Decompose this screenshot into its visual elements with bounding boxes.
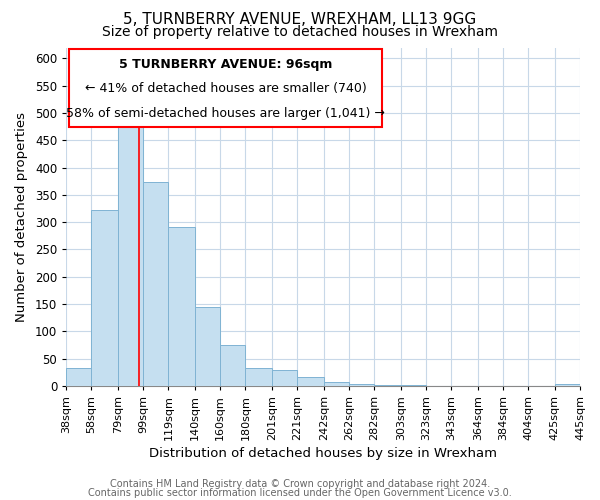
- Bar: [118, 122, 143, 386]
- X-axis label: Distribution of detached houses by size in Wrexham: Distribution of detached houses by size …: [149, 447, 497, 460]
- Bar: [195, 307, 220, 386]
- Text: 58% of semi-detached houses are larger (1,041) →: 58% of semi-detached houses are larger (…: [66, 106, 385, 120]
- Bar: [169, 226, 195, 386]
- Bar: [324, 382, 349, 386]
- Bar: [349, 384, 374, 386]
- Bar: [297, 376, 324, 386]
- Bar: [66, 368, 91, 386]
- Bar: [245, 368, 272, 386]
- Y-axis label: Number of detached properties: Number of detached properties: [15, 112, 28, 322]
- Bar: [555, 384, 580, 386]
- Text: Size of property relative to detached houses in Wrexham: Size of property relative to detached ho…: [102, 25, 498, 39]
- Bar: [143, 182, 169, 386]
- Text: Contains HM Land Registry data © Crown copyright and database right 2024.: Contains HM Land Registry data © Crown c…: [110, 479, 490, 489]
- Text: Contains public sector information licensed under the Open Government Licence v3: Contains public sector information licen…: [88, 488, 512, 498]
- Bar: [272, 370, 297, 386]
- Text: 5, TURNBERRY AVENUE, WREXHAM, LL13 9GG: 5, TURNBERRY AVENUE, WREXHAM, LL13 9GG: [124, 12, 476, 28]
- Text: 5 TURNBERRY AVENUE: 96sqm: 5 TURNBERRY AVENUE: 96sqm: [119, 58, 332, 71]
- Bar: [220, 345, 245, 386]
- FancyBboxPatch shape: [69, 49, 382, 127]
- Text: ← 41% of detached houses are smaller (740): ← 41% of detached houses are smaller (74…: [85, 82, 367, 94]
- Bar: [91, 210, 118, 386]
